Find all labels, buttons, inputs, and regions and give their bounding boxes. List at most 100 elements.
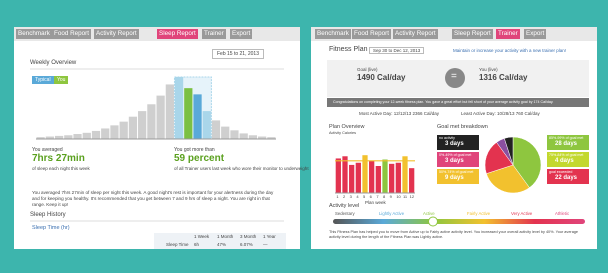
box-label: 50%-74% of goal met [439,170,474,174]
x-tick-label: 6 [369,194,372,199]
histogram-bar [101,128,110,139]
table-cell: 47% [217,242,227,247]
tab[interactable]: Benchmark [16,29,52,39]
histogram-bar [174,77,184,139]
level-label: Very Active [511,211,533,216]
stat-label: You got more than [174,147,215,153]
most-active: Most Active Day: 12/12/13 2366 Cal/day [359,111,440,116]
histogram-bar [221,126,230,139]
plan-bar [349,164,355,193]
breakdown-box [547,135,589,150]
tab[interactable]: Trainer [202,29,226,39]
histogram-bar [202,111,211,139]
histogram-bar [156,95,165,139]
stat-value: 7hrs 27min [32,153,85,164]
table-cell: 6h [194,242,200,247]
level-label: Fairly Active [467,211,491,216]
box-label: 0%-49% of goal met [439,153,472,157]
histogram-bar [36,137,45,139]
tab[interactable]: Export [230,29,253,39]
table-header: 1 Month [217,234,234,239]
plan-bar [402,156,408,193]
histogram-bar [211,120,221,139]
tab[interactable]: Benchmark [315,29,351,39]
least-active: Least Active Day: 10/28/13 760 Cal/day [461,111,540,116]
box-days: 4 days [555,158,574,164]
box-label: no activity [439,136,455,140]
histogram-bar [138,111,147,139]
table-cell: — [263,242,268,247]
histogram-bar [128,116,138,139]
x-tick-label: 11 [403,194,408,199]
plan-bar [355,162,361,193]
goal-value: 1490 Cal/day [357,73,406,82]
box-label: goal exceeded [549,170,573,174]
tab[interactable]: Food Report [52,29,92,39]
tab[interactable]: Activity Report [94,29,139,39]
tab[interactable]: Sleep Report [157,29,198,39]
histogram-bar [165,84,174,139]
plan-bar [335,158,341,193]
histogram-bar [193,94,202,139]
pie-slice [486,164,530,194]
pie-slice [504,136,514,166]
date-picker[interactable]: Feb 15 to 21, 2013 [212,49,264,59]
histogram-bar [45,136,54,139]
x-label: Plan week [365,200,386,205]
goal-label: Goal (live) [357,67,378,72]
tab[interactable]: Food Report [352,29,392,39]
panel-graphics [30,68,286,249]
section-title: Activity level [329,203,360,209]
legend-button[interactable]: You [54,76,69,84]
breakdown-box [437,152,479,167]
breakdown-box [547,169,589,184]
level-label: Active [423,211,435,216]
x-tick-label: 7 [376,194,379,199]
level-label: Lightly Active [379,211,405,216]
stat-label: You averaged [32,147,63,153]
x-tick-label: 1 [336,194,339,199]
histogram-bar [267,137,276,139]
table-header: 1 Week [194,234,210,239]
level-label: Sedentary [335,211,355,216]
histogram-bar [91,130,101,139]
equals-circle [445,68,465,88]
date-select[interactable]: Sep 30 to Dec 12, 2013 [369,47,425,54]
x-tick-label: 2 [343,194,346,199]
y-label: Activity Calories [329,131,357,135]
histogram-bar [82,132,91,139]
section-title: Weekly Overview [30,60,77,66]
plan-bar [362,155,368,193]
tab[interactable]: Trainer [496,29,520,39]
plan-bar [382,159,388,193]
histogram-bar [258,136,267,139]
chart-title: Sleep Time (hr) [32,225,70,231]
histogram-bar [64,135,73,139]
box-label: 85%-99% of goal met [549,136,584,140]
tab[interactable]: Activity Report [393,29,438,39]
plan-link[interactable]: Maintain or increase your activity with … [453,48,567,53]
x-tick-label: 8 [383,194,386,199]
histogram-bar [230,130,239,139]
summary: This Fitness Plan has helped you to move… [329,230,579,239]
you-value: 1316 Cal/day [479,73,528,82]
x-tick-label: 10 [396,194,401,199]
plan-bar [375,166,381,193]
table-header: 1 Year [263,234,276,239]
legend-button[interactable]: Typical [32,76,54,84]
pie-slice [512,136,542,189]
panel-graphics [327,60,589,227]
breakdown-box [437,135,479,150]
table-bg [154,233,286,249]
histogram-bar [184,88,193,139]
section-title: Goal met breakdown [437,124,488,130]
tab[interactable]: Sleep Report [452,29,493,39]
box-days: 22 days [555,175,578,181]
box-days: 3 days [445,158,464,164]
x-tick-label: 5 [363,194,366,199]
tab[interactable]: Export [524,29,547,39]
breakdown-box [547,152,589,167]
level-knob [428,216,438,227]
histogram-bar [54,135,64,139]
